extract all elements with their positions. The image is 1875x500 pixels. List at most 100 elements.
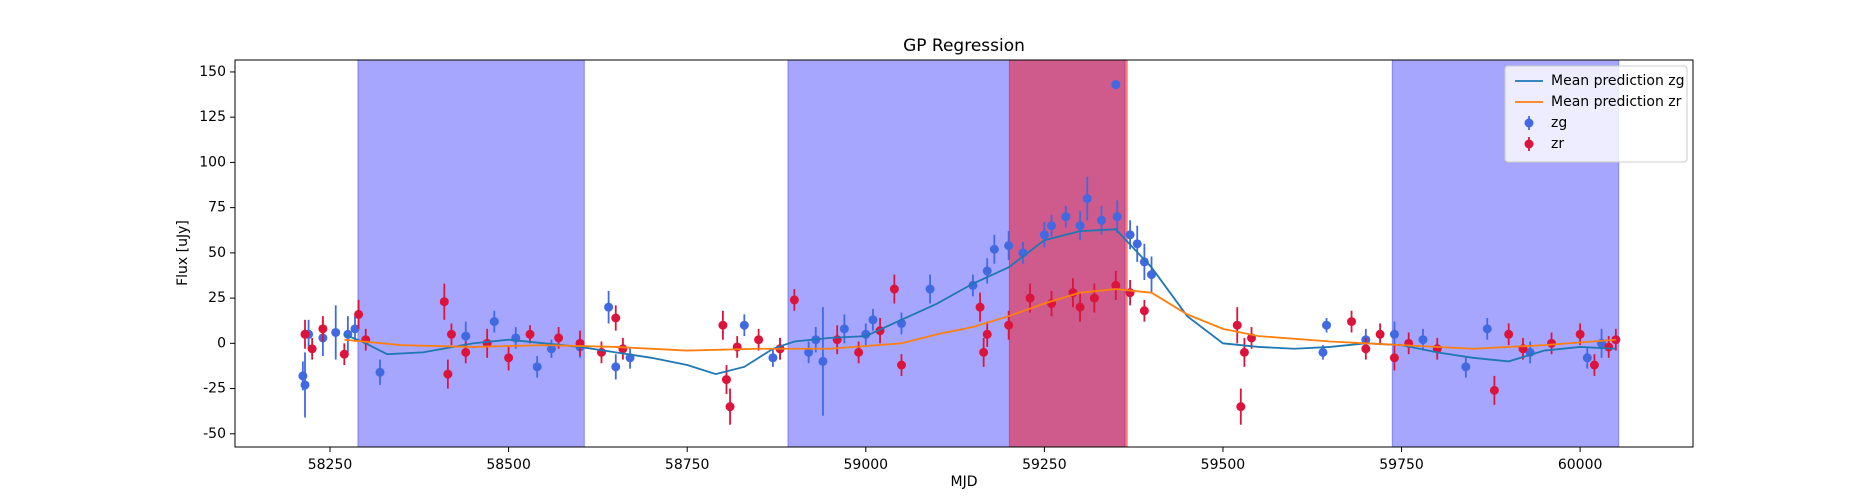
point xyxy=(604,302,614,312)
point xyxy=(839,324,849,334)
y-tick-label: -50 xyxy=(203,426,226,442)
x-tick-label: 58750 xyxy=(665,457,710,473)
point xyxy=(1025,293,1035,303)
point xyxy=(300,329,310,339)
point xyxy=(461,331,471,341)
legend-swatch xyxy=(1524,139,1534,149)
point xyxy=(1547,338,1557,348)
point xyxy=(307,344,317,354)
legend-label: Mean prediction zr xyxy=(1551,94,1682,110)
point xyxy=(754,335,764,345)
point xyxy=(1004,320,1014,330)
x-tick-label: 59000 xyxy=(844,457,889,473)
x-tick-label: 58250 xyxy=(308,457,353,473)
x-tick-label: 60000 xyxy=(1558,457,1603,473)
point xyxy=(982,266,992,276)
y-tick-label: -25 xyxy=(203,381,226,397)
point xyxy=(618,344,628,354)
point xyxy=(1097,215,1107,225)
span xyxy=(357,60,585,447)
legend-label: zg xyxy=(1551,115,1567,131)
point xyxy=(525,329,535,339)
point xyxy=(504,353,514,363)
point xyxy=(331,327,341,337)
point xyxy=(1389,329,1399,339)
point xyxy=(1604,342,1614,352)
point xyxy=(375,367,385,377)
point xyxy=(298,371,308,381)
point xyxy=(354,309,364,319)
point xyxy=(1361,344,1371,354)
x-tick-label: 59500 xyxy=(1201,457,1246,473)
point xyxy=(725,402,735,412)
point xyxy=(1504,329,1514,339)
y-tick-label: 150 xyxy=(199,64,226,80)
point xyxy=(1061,212,1071,222)
point xyxy=(1004,241,1014,251)
point xyxy=(868,315,878,325)
point xyxy=(1239,347,1249,357)
point xyxy=(318,324,328,334)
legend-swatch xyxy=(1524,118,1534,128)
point xyxy=(1318,347,1328,357)
point xyxy=(1236,402,1246,412)
point xyxy=(804,347,814,357)
point xyxy=(854,347,864,357)
point xyxy=(1147,270,1157,280)
point xyxy=(546,344,556,354)
point xyxy=(1489,385,1499,395)
point xyxy=(532,362,542,372)
point xyxy=(718,320,728,330)
point xyxy=(989,244,999,254)
x-tick-label: 59250 xyxy=(1022,457,1067,473)
point xyxy=(789,295,799,305)
point xyxy=(768,353,778,363)
point xyxy=(975,302,985,312)
x-axis-label: MJD xyxy=(951,474,978,490)
point xyxy=(446,329,456,339)
span xyxy=(787,60,1126,447)
point xyxy=(1132,239,1142,249)
point xyxy=(439,297,449,307)
point xyxy=(1111,280,1121,290)
point xyxy=(443,369,453,379)
x-tick-label: 59750 xyxy=(1379,457,1424,473)
point xyxy=(739,320,749,330)
point xyxy=(1111,80,1121,90)
point xyxy=(982,329,992,339)
plot-area xyxy=(298,60,1621,447)
point xyxy=(1139,257,1149,267)
point xyxy=(554,333,564,343)
y-tick-label: 50 xyxy=(208,245,226,261)
point xyxy=(461,347,471,357)
point xyxy=(925,284,935,294)
point xyxy=(300,380,310,390)
point xyxy=(611,362,621,372)
point xyxy=(1461,362,1471,372)
plot-frame xyxy=(234,59,1694,448)
point xyxy=(1082,194,1092,204)
point xyxy=(611,313,621,323)
y-axis-label: Flux [uJy] xyxy=(175,220,191,286)
point xyxy=(1139,306,1149,316)
point xyxy=(896,360,906,370)
point xyxy=(1582,353,1592,363)
point xyxy=(1112,212,1122,222)
point xyxy=(721,375,731,385)
point xyxy=(1089,293,1099,303)
span xyxy=(1008,60,1128,447)
point xyxy=(1375,329,1385,339)
point xyxy=(1075,302,1085,312)
legend-box xyxy=(1504,65,1688,163)
chart-title: GP Regression xyxy=(903,36,1025,56)
point xyxy=(1125,230,1135,240)
point xyxy=(1575,329,1585,339)
y-tick-label: 100 xyxy=(199,154,226,170)
line xyxy=(344,288,1616,352)
point xyxy=(489,317,499,327)
y-tick-label: 25 xyxy=(208,290,226,306)
point xyxy=(889,284,899,294)
legend-label: zr xyxy=(1551,136,1564,152)
